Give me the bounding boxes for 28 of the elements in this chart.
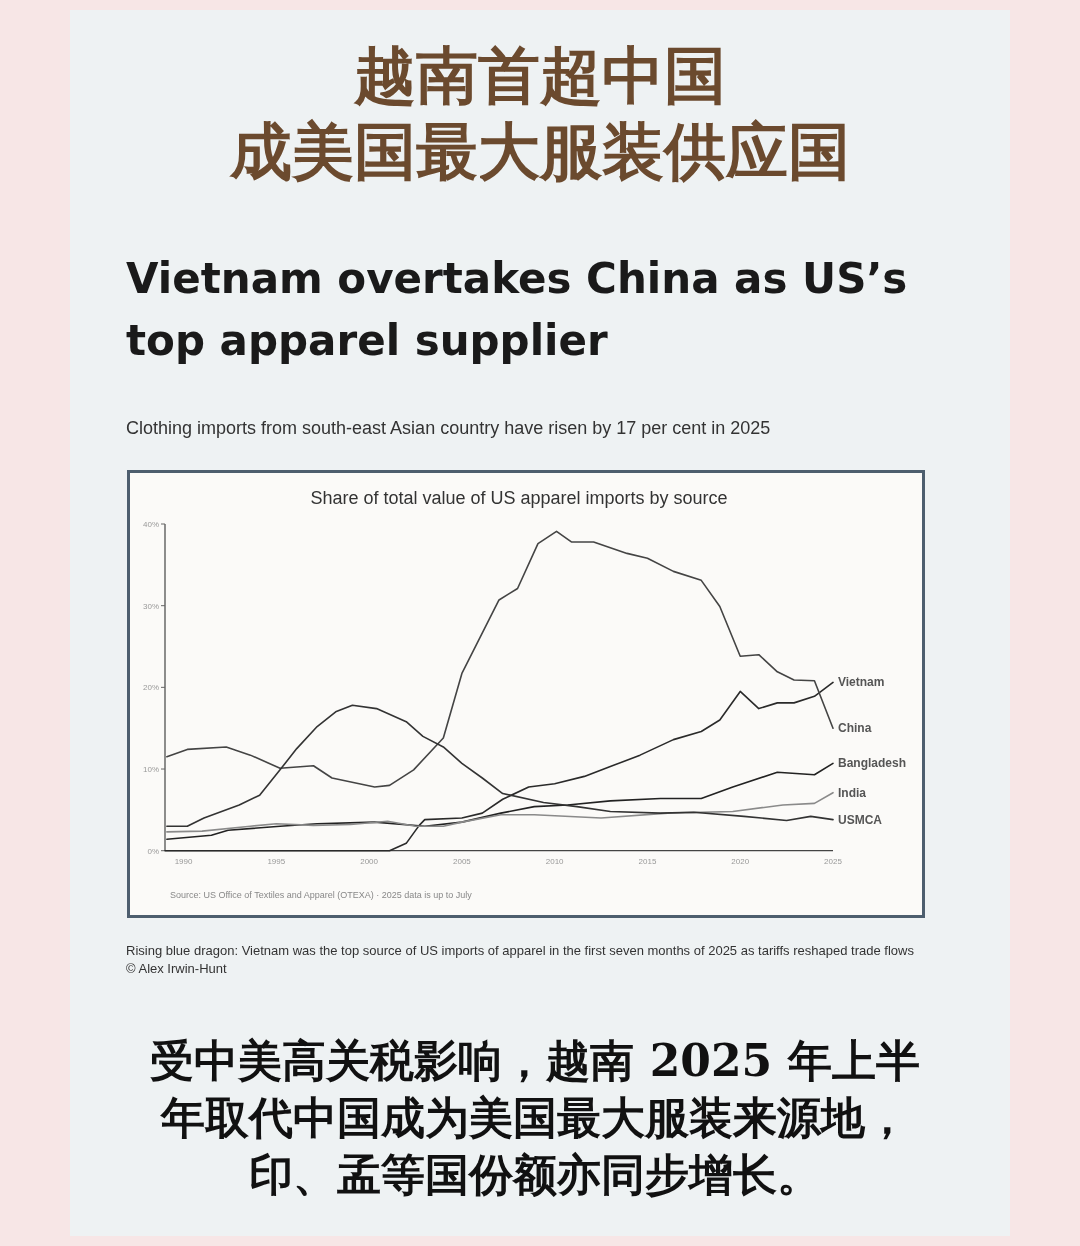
series-label: USMCA [838,812,883,827]
y-tick-label: 0% [147,846,159,856]
series-label: Vietnam [838,675,885,690]
series-label: India [838,785,867,800]
x-tick-label: 2020 [731,856,750,866]
x-tick-label: 2000 [360,856,379,866]
y-tick-label: 40% [142,520,159,529]
x-tick-label: 2015 [638,856,657,866]
chart-subtitle: Clothing imports from south-east Asian country have risen by 17 per cent in 2025 [126,418,772,439]
y-tick-label: 10% [142,765,159,775]
line-series [166,791,834,833]
y-tick-label: 30% [142,601,159,611]
x-tick-label: 1995 [267,856,286,866]
text: 成美国最大服装供应国 [228,114,851,190]
x-tick-label: 1990 [174,856,193,866]
series-label: Bangladesh [838,756,907,771]
text: Rising blue dragon: Vietnam was the top source of US imports of apparel in the first seven months of 2025 as tariffs reshaped trade flows © Alex Irwin-Hunt [126,942,915,978]
chart-title: Vietnam overtakes China as US’s top apparel supplier [126,253,909,367]
y-tick-label: 20% [142,683,159,693]
x-tick-label: 2005 [452,856,472,866]
text: 越南首超中国 [353,38,727,114]
text: Share of total value of US apparel imports by source [310,488,728,508]
x-tick-label: 2025 [824,856,843,866]
line-series [166,762,834,841]
series-label: China [838,721,872,736]
source-note: Source: US Office of Textiles and Apparel (OTEXA) · 2025 data is up to July [170,890,473,900]
text: 受中美高关税影响，越南 2025 年上半年取代中国成为美国最大服装来源地，印、孟等国份额亦同步增长。 [149,1034,921,1202]
x-tick-label: 2010 [545,856,565,866]
